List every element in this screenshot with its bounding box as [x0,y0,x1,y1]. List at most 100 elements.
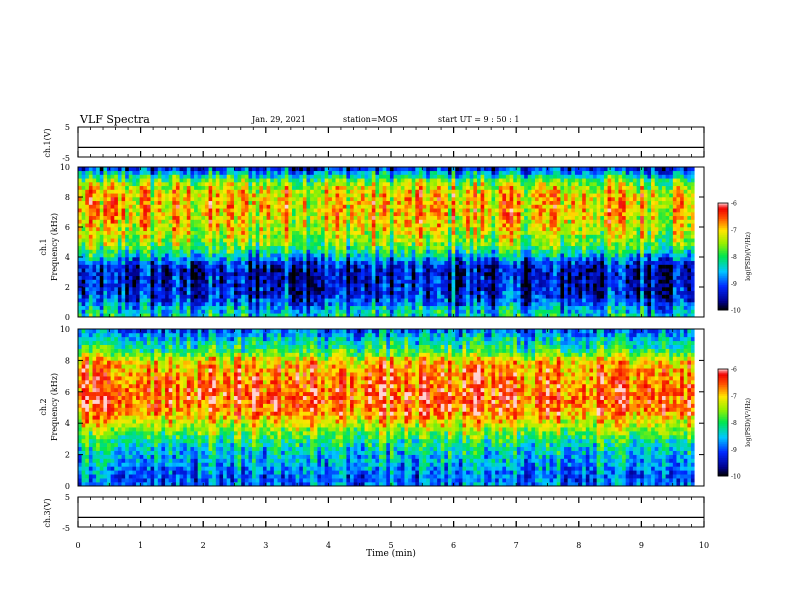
spectrogram-cell [553,238,558,243]
spectrogram-cell [553,283,558,288]
spectrogram-cell [197,268,202,273]
spectrogram-cell [183,212,188,217]
spectrogram-cell [625,268,630,273]
spectrogram-cell [165,290,169,295]
spectrogram-cell [455,298,460,303]
spectrogram-cell [175,234,180,239]
spectrogram-cell [611,275,616,280]
spectrogram-cell [266,279,271,284]
spectrogram-cell [629,219,634,224]
spectrogram-cell [415,238,420,243]
spectrogram-cell [350,238,354,243]
spectrogram-cell [212,219,217,224]
spectrogram-cell [513,305,518,310]
spectrogram-cell [342,253,347,258]
spectrogram-cell [422,294,427,299]
spectrogram-cell [233,283,238,288]
spectrogram-cell [466,212,471,217]
spectrogram-cell [564,242,568,247]
spectrogram-cell [183,238,188,243]
spectrogram-cell [161,283,166,288]
spectrogram-cell [491,257,496,262]
spectrogram-cell [426,242,431,247]
spectrogram-cell [516,215,521,220]
spectrogram-cell [161,238,166,243]
spectrogram-cell [527,290,532,295]
spectrogram-cell [339,249,344,254]
spectrogram-cell [632,238,637,243]
spectrogram-cell [328,227,333,232]
spectrogram-cell [313,253,318,258]
spectrogram-cell [233,272,238,277]
spectrogram-cell [516,238,521,243]
spectrogram-cell [433,219,438,224]
spectrogram-cell [96,302,101,307]
spectrogram-cell [313,294,318,299]
spectrogram-cell [270,230,275,235]
spectrogram-cell [175,294,180,299]
spectrogram-cell [281,230,286,235]
spectrogram-cell [292,287,296,292]
spectrogram-cell [571,238,576,243]
spectrogram-cell [444,298,449,303]
spectrogram-cell [680,302,685,307]
spectrogram-cell [632,268,637,273]
spectrogram-cell [306,245,311,250]
spectrogram-cell [226,223,231,228]
spectrogram-cell [531,230,536,235]
spectrogram-cell [506,219,510,224]
spectrogram-cell [132,249,137,254]
spectrogram-cell [585,294,590,299]
spectrogram-cell [255,242,260,247]
spectrogram-cell [382,219,387,224]
spectrogram-cell [255,230,260,235]
spectrogram-cell [480,264,485,269]
spectrogram-cell [654,275,659,280]
spectrogram-cell [114,260,119,265]
spectrogram-cell [132,212,137,217]
spectrogram-cell [128,313,133,318]
spectrogram-cell [252,215,257,220]
spectrogram-cell [96,264,101,269]
spectrogram-cell [360,279,365,284]
spectrogram-cell [186,208,191,213]
spectrogram-cell [262,309,267,314]
spectrogram-cell [110,279,115,284]
spectrogram-cell [208,245,213,250]
spectrogram-cell [255,238,260,243]
spectrogram-cell [542,245,547,250]
spectrogram-cell [415,309,420,314]
spectrogram-cell [596,268,601,273]
spectrogram-cell [125,230,130,235]
spectrogram-cell [328,253,333,258]
spectrogram-cell [117,245,122,250]
spectrogram-cell [197,227,202,232]
spectrogram-cell [426,215,431,220]
spectrogram-cell [665,287,670,292]
spectrogram-cell [502,279,507,284]
spectrogram-cell [654,223,659,228]
spectrogram-cell [128,245,133,250]
spectrogram-cell [502,227,507,232]
spectrogram-cell [357,223,362,228]
spectrogram-cell [121,234,126,239]
spectrogram-cell [382,272,387,277]
spectrogram-cell [128,298,133,303]
spectrogram-cell [495,249,500,254]
spectrogram-cell [389,275,394,280]
spectrogram-cell [270,249,275,254]
spectrogram-cell [313,208,318,213]
spectrogram-cell [542,298,547,303]
spectrogram-cell [121,309,126,314]
spectrogram-cell [520,230,525,235]
spectrogram-cell [357,279,362,284]
spectrogram-cell [157,242,162,247]
spectrogram-cell [669,238,674,243]
spectrogram-cell [204,208,209,213]
spectrogram-cell [535,242,539,247]
spectrogram-cell [259,287,264,292]
spectrogram-cell [614,302,619,307]
spectrogram-cell [382,268,387,273]
spectrogram-cell [78,242,82,247]
spectrogram-cell [386,208,391,213]
